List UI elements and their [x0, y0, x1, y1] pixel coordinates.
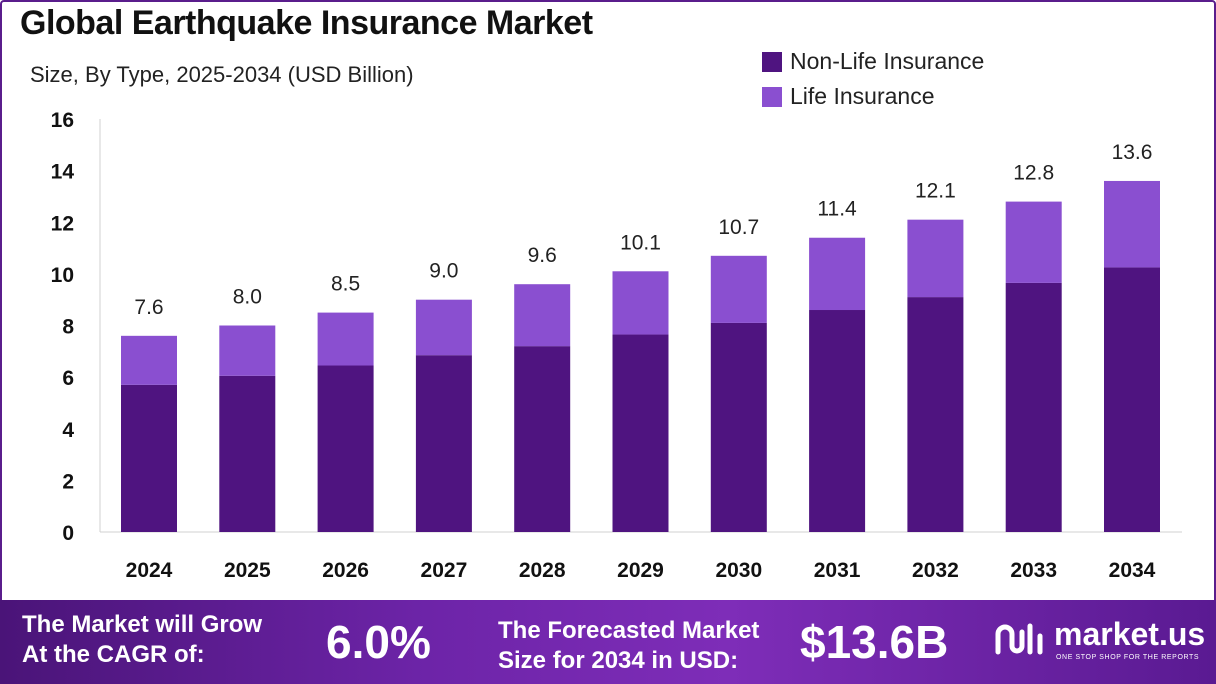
x-tick-label: 2026 — [322, 559, 369, 582]
y-tick-label: 4 — [62, 419, 74, 442]
forecast-value: $13.6B — [800, 616, 949, 668]
x-tick-label: 2028 — [519, 559, 566, 582]
bar-total-label: 10.7 — [718, 216, 759, 239]
cagr-value: 6.0% — [326, 616, 431, 668]
bar-total-label: 11.4 — [817, 198, 857, 221]
bar-life — [710, 255, 767, 323]
y-tick-label: 16 — [51, 109, 74, 132]
x-tick-label: 2032 — [912, 559, 959, 582]
bar-non-life — [907, 297, 964, 532]
legend-swatch-non-life — [762, 51, 782, 72]
cagr-label-line1: The Market will Grow — [22, 611, 263, 638]
chart-title: Global Earthquake Insurance Market — [20, 4, 593, 42]
bar-life — [1104, 180, 1160, 268]
forecast-label-line1: The Forecasted Market — [498, 617, 760, 644]
y-tick-label: 0 — [62, 522, 74, 545]
bar-non-life — [121, 384, 177, 532]
bar-non-life — [317, 365, 374, 532]
y-tick-label: 12 — [51, 212, 74, 235]
legend-swatch-life — [762, 86, 782, 107]
brand-name: market.us — [1054, 616, 1206, 652]
bar-total-label: 8.5 — [331, 273, 360, 296]
x-tick-label: 2024 — [126, 559, 173, 582]
bar-life — [317, 312, 374, 366]
bar-life — [1005, 201, 1062, 283]
legend-label-non-life: Non-Life Insurance — [790, 48, 985, 74]
bar-non-life — [710, 322, 767, 532]
market-us-logo-icon — [995, 623, 1043, 655]
forecast-label-line2: Size for 2034 in USD: — [498, 647, 739, 674]
x-tick-label: 2034 — [1109, 559, 1156, 582]
legend-item-non-life: Non-Life Insurance — [762, 44, 984, 79]
x-tick-label: 2027 — [421, 559, 468, 582]
bar-non-life — [415, 355, 472, 532]
bar-non-life — [1104, 267, 1160, 532]
brand-tagline: ONE STOP SHOP FOR THE REPORTS — [1056, 654, 1200, 661]
y-tick-label: 8 — [62, 316, 74, 339]
bar-total-label: 9.6 — [528, 244, 557, 267]
bar-non-life — [809, 310, 866, 532]
bar-total-label: 8.0 — [233, 286, 262, 309]
bar-total-label: 12.1 — [915, 180, 956, 203]
bar-non-life — [219, 375, 276, 532]
y-tick-label: 6 — [62, 367, 74, 390]
bar-life — [907, 219, 964, 298]
y-tick-label: 10 — [51, 264, 74, 287]
bar-total-label: 9.0 — [429, 260, 458, 283]
y-tick-label: 14 — [51, 161, 75, 184]
bar-total-label: 7.6 — [134, 296, 163, 319]
bar-life — [809, 237, 866, 311]
cagr-label-line2: At the CAGR of: — [22, 641, 205, 668]
x-tick-label: 2030 — [715, 559, 762, 582]
bar-non-life — [1005, 282, 1062, 532]
x-tick-label: 2033 — [1010, 559, 1057, 582]
legend-label-life: Life Insurance — [790, 83, 935, 109]
bar-non-life — [514, 346, 571, 532]
bar-total-label: 12.8 — [1013, 162, 1054, 185]
legend-item-life: Life Insurance — [762, 79, 984, 114]
x-tick-label: 2031 — [814, 559, 861, 582]
bar-life — [121, 335, 177, 385]
chart-subtitle: Size, By Type, 2025-2034 (USD Billion) — [30, 62, 414, 87]
bar-life — [514, 284, 571, 347]
bar-chart: 0 2 4 6 8 10 12 14 16 7.6 2024 8.0 2025 8.5 2026 9.0 202… — [51, 109, 1182, 582]
bar-life — [415, 299, 472, 356]
legend: Non-Life Insurance Life Insurance — [762, 44, 984, 114]
bar-life — [219, 325, 276, 376]
x-tick-label: 2025 — [224, 559, 271, 582]
bar-non-life — [612, 334, 669, 532]
y-tick-label: 2 — [62, 470, 74, 493]
bar-life — [612, 271, 669, 335]
x-tick-label: 2029 — [617, 559, 664, 582]
brand-logo[interactable]: market.us ONE STOP SHOP FOR THE REPORTS — [992, 614, 1207, 670]
bar-total-label: 10.1 — [620, 231, 661, 254]
footer-banner: The Market will Grow At the CAGR of: 6.0… — [0, 600, 1216, 684]
bar-total-label: 13.6 — [1112, 141, 1153, 164]
